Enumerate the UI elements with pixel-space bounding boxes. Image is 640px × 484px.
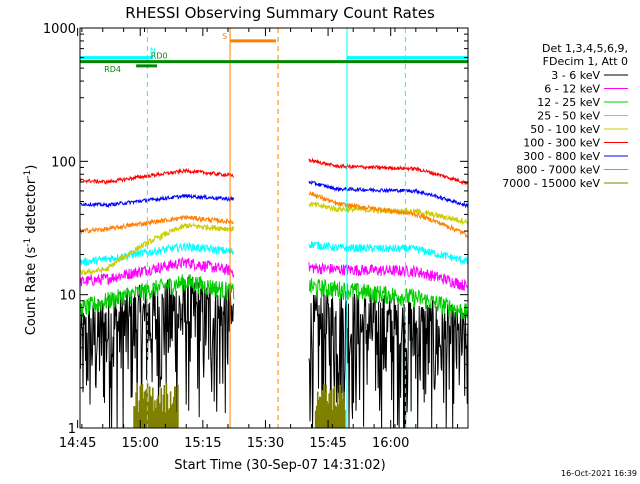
series-line-3-seg1 (80, 241, 235, 266)
series-line-4-seg2 (308, 200, 468, 227)
y-axis-label: Count Rate (s-1 detector-1) (23, 165, 39, 336)
legend-entry-label: 7000 - 15000 keV (502, 177, 600, 190)
y-tick-label: 1000 (43, 22, 76, 37)
series-line-4-seg1 (80, 221, 235, 276)
plot-layer: N S RD0 RD4 (80, 28, 468, 428)
series-line-6-seg1 (80, 193, 235, 209)
legend-entry-label: 6 - 12 keV (544, 83, 600, 96)
series-line-2-seg2 (308, 278, 468, 319)
series-line-6-seg2 (308, 179, 468, 209)
legend-entry-label: 800 - 7000 keV (516, 164, 600, 177)
series-line-0-seg1 (80, 276, 235, 428)
series-line-1-seg2 (308, 262, 468, 291)
x-tick-label: 15:15 (184, 436, 221, 451)
x-tick-label: 15:00 (122, 436, 159, 451)
chart-title: RHESSI Observing Summary Count Rates (125, 4, 435, 22)
y-tick-label: 10 (59, 289, 76, 304)
series-line-7-seg2 (308, 191, 468, 239)
timestamp: 16-Oct-2021 16:39 (561, 469, 637, 478)
flag-label-2: S (222, 32, 227, 41)
axes-layer: 1 10 100 1000 14:45 15:00 15:15 15:30 15:45 16:00 (43, 22, 469, 451)
legend-header-2: FDecim 1, Att 0 (543, 55, 628, 68)
flag-label-0: N (150, 47, 156, 56)
flag-label-3: RD0 (151, 52, 168, 61)
x-axis-label: Start Time (30-Sep-07 14:31:02) (174, 458, 385, 473)
x-tick-label: 15:45 (309, 436, 346, 451)
legend-entry-label: 100 - 300 keV (523, 137, 600, 150)
legend-entry-label: 12 - 25 keV (537, 96, 600, 109)
series-line-2-seg1 (80, 274, 235, 318)
series-line-1-seg1 (80, 256, 235, 288)
x-tick-label: 16:00 (372, 436, 409, 451)
series-line-3-seg2 (308, 241, 468, 265)
legend-entry-label: 25 - 50 keV (537, 110, 600, 123)
flag-label-4: RD4 (104, 65, 121, 74)
legend-entry-label: 3 - 6 keV (551, 69, 600, 82)
y-tick-label: 1 (68, 422, 76, 437)
series-line-5-seg2 (308, 157, 468, 186)
plot-frame (79, 27, 469, 429)
legend-header-1: Det 1,3,4,5,6,9, (542, 42, 628, 55)
series-line-7-seg1 (80, 214, 234, 235)
x-tick-label: 15:30 (247, 436, 284, 451)
y-tick-label: 100 (51, 155, 76, 170)
plot-area (80, 28, 468, 428)
legend-entry-label: 300 - 800 keV (523, 150, 600, 163)
legend-entry-label: 50 - 100 keV (530, 123, 600, 136)
x-tick-label: 14:45 (59, 436, 96, 451)
legend: Det 1,3,4,5,6,9,FDecim 1, Att 03 - 6 keV… (502, 42, 628, 190)
series-line-5-seg1 (80, 167, 234, 186)
